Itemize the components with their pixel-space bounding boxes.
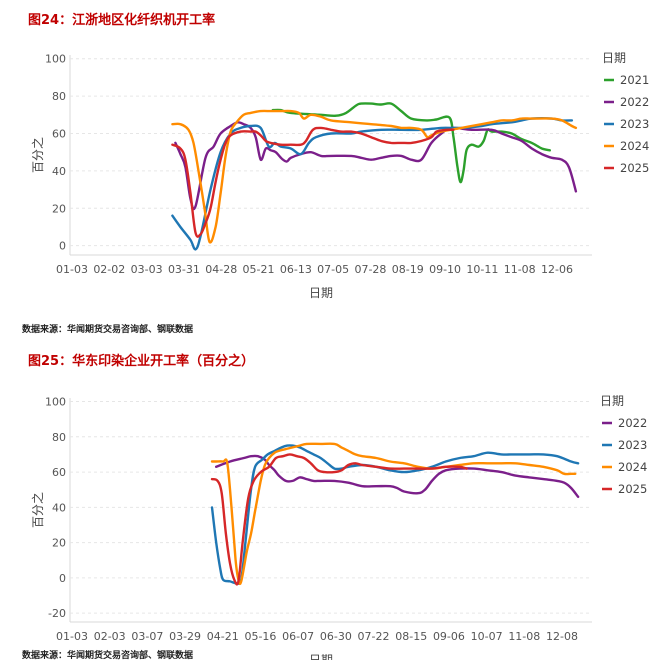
- y-tick-label: 20: [52, 537, 66, 550]
- x-tick-label: 06-30: [320, 630, 352, 643]
- x-tick-label: 09-06: [433, 630, 465, 643]
- x-tick-label: 02-03: [94, 630, 126, 643]
- x-tick-label: 03-03: [131, 263, 163, 276]
- legend-item-2025: 2025: [618, 482, 647, 496]
- y-tick-label: 80: [52, 431, 66, 444]
- legend-item-2022: 2022: [620, 95, 649, 109]
- x-tick-label: 01-03: [56, 263, 88, 276]
- series-line-2024: [210, 442, 577, 586]
- y-tick-label: -20: [48, 607, 66, 620]
- y-axis-label: 百分之: [31, 137, 45, 173]
- data-source-note: 数据来源：华闻期货交易咨询部、钢联数据: [22, 651, 194, 661]
- x-tick-label: 01-03: [56, 630, 88, 643]
- legend-title: 日期: [600, 394, 624, 408]
- x-tick-label: 09-10: [429, 263, 461, 276]
- figure-title: 图24：江浙地区化纤织机开工率: [28, 13, 216, 28]
- x-tick-label: 03-29: [169, 630, 201, 643]
- x-tick-label: 03-07: [131, 630, 163, 643]
- x-tick-label: 11-08: [508, 630, 540, 643]
- x-tick-label: 07-28: [354, 263, 386, 276]
- x-tick-label: 08-19: [392, 263, 424, 276]
- x-tick-label: 10-11: [466, 263, 498, 276]
- legend-item-2022: 2022: [618, 416, 647, 430]
- series-line-2023: [171, 117, 574, 251]
- series-line-2025: [171, 126, 455, 238]
- legend-item-2023: 2023: [618, 438, 647, 452]
- y-tick-label: 100: [45, 396, 66, 409]
- data-source-note: 数据来源：华闻期货交易咨询部、钢联数据: [22, 325, 194, 335]
- legend-item-2025: 2025: [620, 161, 649, 175]
- legend-item-2023: 2023: [620, 117, 649, 131]
- series-line-2023: [210, 444, 580, 586]
- x-axis-label: 日期: [309, 653, 333, 660]
- x-tick-label: 02-02: [93, 263, 125, 276]
- y-tick-label: 100: [45, 53, 66, 66]
- series-line-2022: [174, 121, 578, 211]
- legend-item-2021: 2021: [620, 73, 649, 87]
- series-line-2021: [271, 102, 551, 184]
- chart-panel-1: 图24：江浙地区化纤织机开工率 0 20 40 60 80 100 01-03 02-02 03…: [22, 13, 649, 335]
- x-tick-label: 10-07: [471, 630, 503, 643]
- legend-item-2024: 2024: [618, 460, 647, 474]
- y-tick-label: 20: [52, 202, 66, 215]
- y-tick-label: 40: [52, 501, 66, 514]
- series-line-2025: [210, 453, 468, 586]
- y-tick-label: 80: [52, 90, 66, 103]
- x-tick-label: 12-08: [546, 630, 578, 643]
- x-tick-label: 08-15: [395, 630, 427, 643]
- y-tick-label: 60: [52, 128, 66, 141]
- series-line-2024: [171, 109, 578, 244]
- x-tick-label: 06-07: [282, 630, 314, 643]
- x-tick-label: 12-06: [541, 263, 573, 276]
- legend-title: 日期: [602, 51, 626, 65]
- figure-title: 图25：华东印染企业开工率（百分之）: [28, 354, 255, 369]
- x-tick-label: 03-31: [168, 263, 200, 276]
- x-tick-label: 06-13: [280, 263, 312, 276]
- y-tick-label: 60: [52, 466, 66, 479]
- x-axis-label: 日期: [309, 286, 333, 300]
- y-tick-label: 40: [52, 165, 66, 178]
- x-tick-label: 07-05: [317, 263, 349, 276]
- x-tick-label: 07-22: [358, 630, 390, 643]
- x-tick-label: 11-08: [504, 263, 536, 276]
- line-chart: -20 0 20 40 60 80 100 01-03 02-03 03-07 03-29 04-21…: [31, 394, 647, 660]
- x-tick-label: 05-16: [244, 630, 276, 643]
- x-tick-label: 04-21: [207, 630, 239, 643]
- y-tick-label: 0: [59, 240, 66, 253]
- chart-panel-2: 图25：华东印染企业开工率（百分之） -20 0 20 40 60 80 100 01-03 0…: [0, 340, 656, 667]
- x-tick-label: 04-28: [205, 263, 237, 276]
- y-tick-label: 0: [59, 572, 66, 585]
- legend-item-2024: 2024: [620, 139, 649, 153]
- y-axis-label: 百分之: [31, 492, 45, 528]
- x-tick-label: 05-21: [243, 263, 275, 276]
- line-chart: 0 20 40 60 80 100 01-03 02-02 03-03 03-31 04-28 05-…: [31, 51, 649, 300]
